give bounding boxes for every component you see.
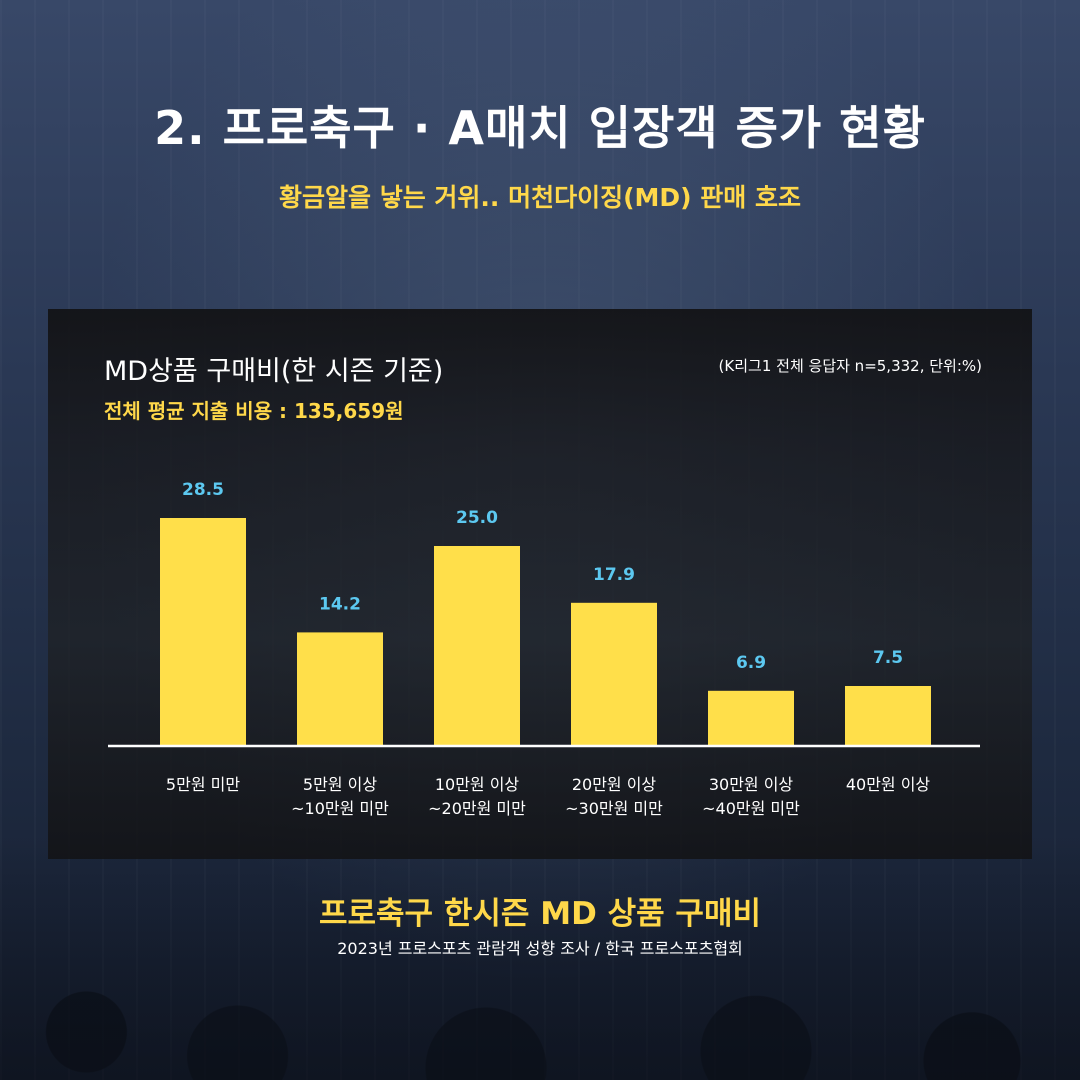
bar-3: [434, 546, 520, 746]
bar-chart: 28.5 5만원 미만 14.2 5만원 이상 ~10만원 미만 25.0 10만원 이상 ~…: [108, 480, 980, 818]
category-label-2: 5만원 이상: [303, 775, 377, 794]
value-label-3: 25.0: [456, 508, 498, 528]
value-label-4: 17.9: [593, 565, 635, 585]
category-label-1: 5만원 미만: [166, 775, 240, 794]
category-label-6: 40만원 이상: [846, 775, 931, 794]
chart-note: (K리그1 전체 응답자 n=5,332, 단위:%): [718, 357, 982, 375]
page-title: 2. 프로축구 · A매치 입장객 증가 현황: [154, 101, 926, 155]
value-label-6: 7.5: [873, 648, 903, 668]
average-spend: 전체 평균 지출 비용 : 135,659원: [104, 399, 404, 423]
category-label-4: 20만원 이상: [572, 775, 657, 794]
category-label-3: ~20만원 미만: [428, 799, 526, 818]
page-subtitle: 황금알을 낳는 거위.. 머천다이징(MD) 판매 호조: [279, 183, 801, 212]
category-label-5: 30만원 이상: [709, 775, 794, 794]
bar-1: [160, 518, 246, 746]
footer-title: 프로축구 한시즌 MD 상품 구매비: [319, 896, 761, 932]
category-label-2: ~10만원 미만: [291, 799, 389, 818]
chart-panel: MD상품 구매비(한 시즌 기준) 전체 평균 지출 비용 : 135,659원…: [48, 309, 1032, 859]
crowd-silhouette: [0, 840, 1080, 1080]
bar-4: [571, 602, 657, 746]
bar-6: [845, 686, 931, 746]
chart-title: MD상품 구매비(한 시즌 기준): [104, 356, 444, 387]
category-label-5: ~40만원 미만: [702, 799, 800, 818]
value-label-2: 14.2: [319, 594, 361, 614]
footer-source: 2023년 프로스포츠 관람객 성향 조사 / 한국 프로스포츠협회: [337, 939, 743, 958]
category-label-4: ~30만원 미만: [565, 799, 663, 818]
bar-2: [297, 632, 383, 746]
value-label-5: 6.9: [736, 653, 766, 673]
category-label-3: 10만원 이상: [435, 775, 520, 794]
value-label-1: 28.5: [182, 480, 224, 500]
bar-5: [708, 690, 794, 746]
